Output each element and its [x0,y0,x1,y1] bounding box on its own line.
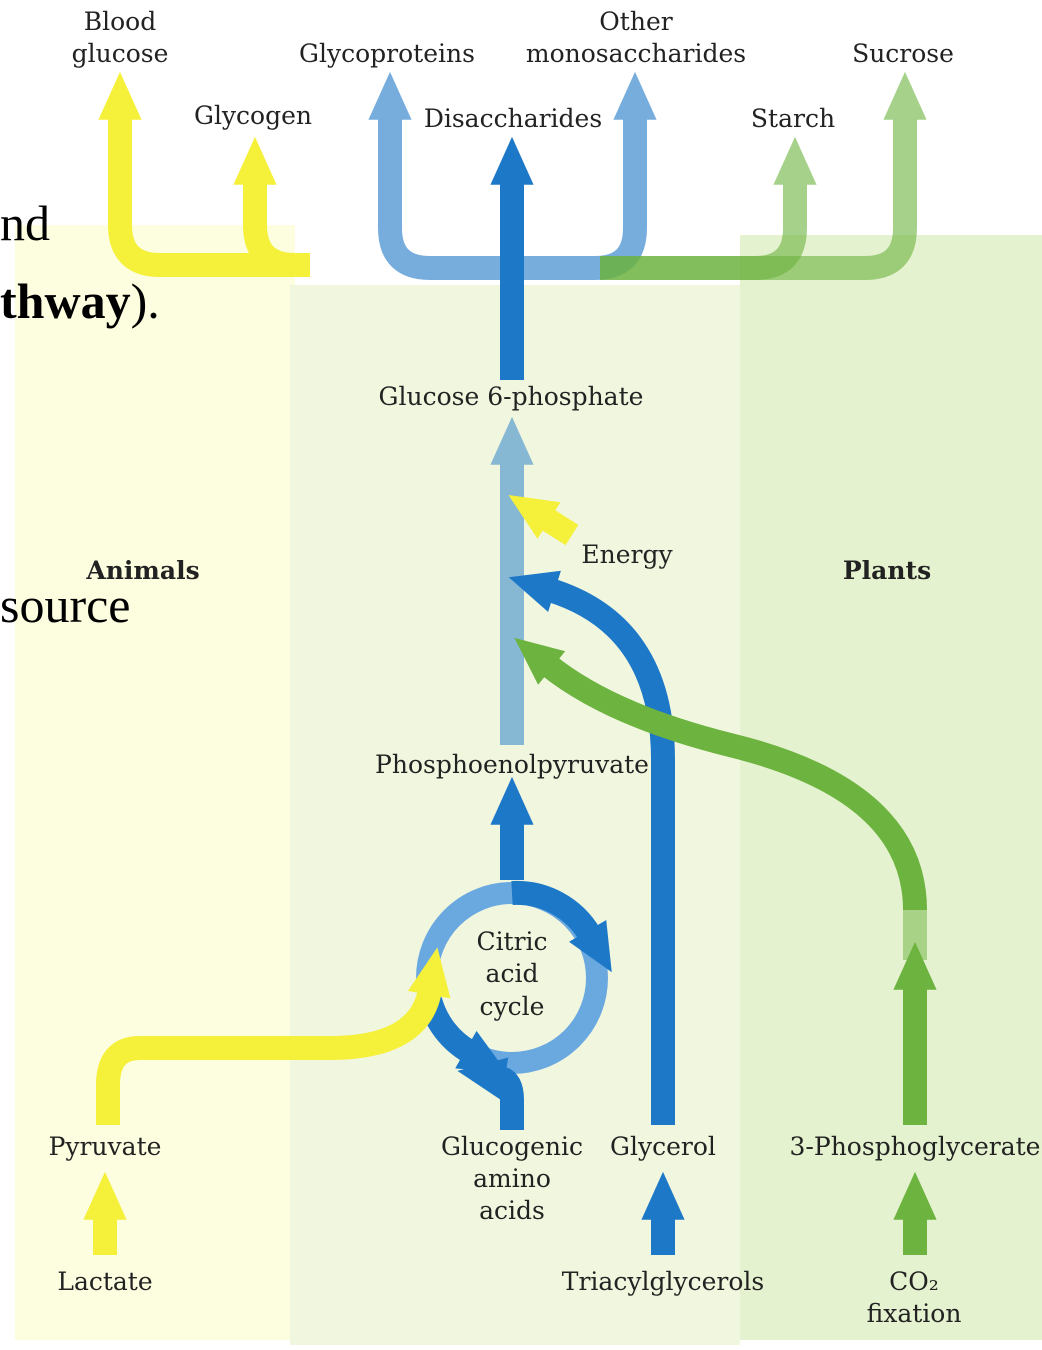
node-label: cycle [480,992,545,1021]
plants-panel [740,235,1042,1340]
node-label: acid [486,959,539,988]
background-text: nd [0,195,50,251]
region-label: Plants [843,556,931,585]
node-label: amino [473,1164,551,1193]
node-label: fixation [867,1299,962,1328]
node-label: Blood [84,7,156,36]
node-label: Lactate [57,1267,152,1296]
node-label: Citric [476,927,547,956]
animals-panel [15,225,295,1340]
region-label: Animals [85,556,199,585]
node-label: Glycerol [610,1132,716,1161]
node-label: Glucogenic [441,1132,583,1161]
background-text: source [0,577,131,633]
diagram: nd thway). source Blood glucose Glycogen… [0,0,1042,1350]
node-label: Glucose 6-phosphate [379,382,644,411]
node-label: Triacylglycerols [562,1267,764,1296]
node-label: Sucrose [852,39,954,68]
node-label: Starch [751,104,835,133]
node-label: Phosphoenolpyruvate [375,750,649,779]
node-label: acids [479,1196,545,1225]
node-label: Energy [581,540,673,569]
background-text: thway). [0,273,160,329]
node-label: glucose [72,39,169,68]
node-label: Glycoproteins [299,39,475,68]
node-label: monosaccharides [526,39,746,68]
node-label: 3-Phosphoglycerate [790,1132,1041,1161]
node-label: CO₂ [889,1267,939,1296]
node-label: Disaccharides [424,104,602,133]
node-label: Other [599,7,672,36]
node-label: Pyruvate [49,1132,162,1161]
node-label: Glycogen [194,101,312,130]
